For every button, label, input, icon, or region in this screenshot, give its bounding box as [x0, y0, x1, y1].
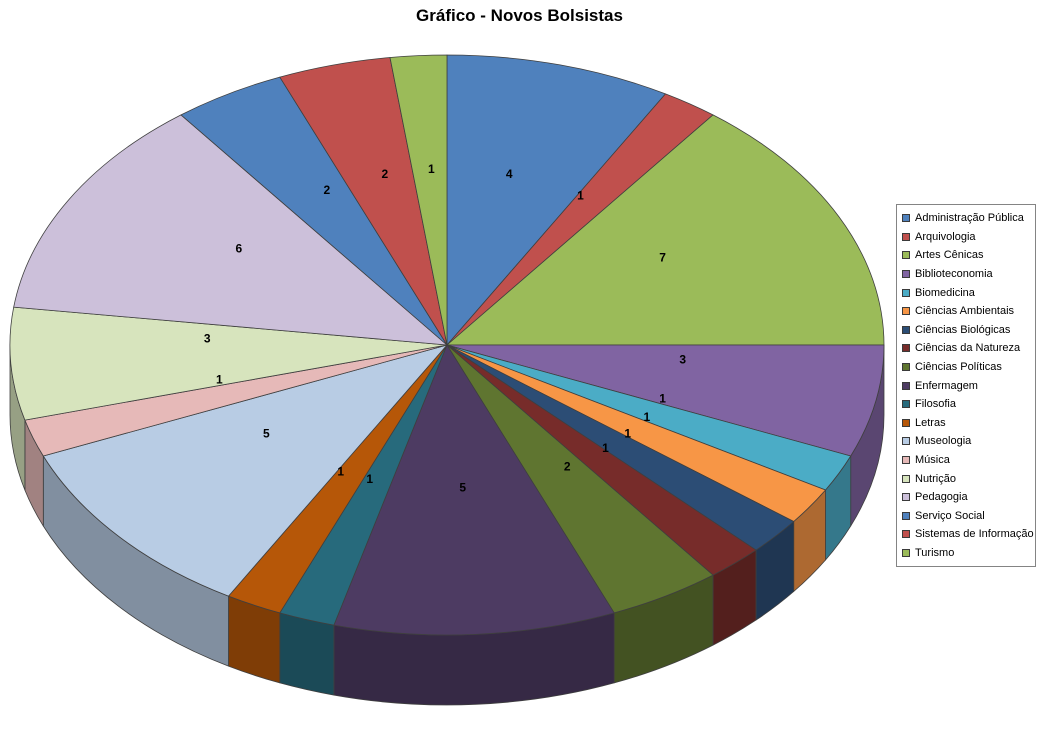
- legend-swatch-icon: [902, 456, 910, 465]
- pie-slice-side-10: [279, 612, 335, 696]
- legend[interactable]: Administração Pública Arquivologia Artes C…: [896, 204, 1036, 568]
- legend-item-7[interactable]: Ciências da Natureza: [902, 339, 1031, 358]
- legend-label: Ciências Biológicas: [915, 323, 1011, 336]
- legend-swatch-icon: [902, 493, 910, 502]
- legend-label: Turismo: [915, 546, 955, 559]
- legend-item-16[interactable]: Serviço Social: [902, 507, 1031, 526]
- data-label-12: 5: [263, 426, 270, 440]
- legend-swatch-icon: [902, 418, 910, 427]
- legend-item-8[interactable]: Ciências Políticas: [902, 358, 1031, 377]
- data-label-16: 2: [323, 183, 330, 197]
- data-label-3: 3: [679, 352, 686, 366]
- data-label-11: 1: [337, 464, 344, 478]
- legend-swatch-icon: [902, 530, 910, 539]
- pie-slice-14[interactable]: [9, 306, 448, 421]
- data-label-6: 1: [624, 426, 631, 440]
- legend-label: Serviço Social: [915, 509, 985, 522]
- legend-swatch-icon: [902, 344, 910, 353]
- legend-label: Arquivologia: [915, 230, 976, 243]
- legend-label: Nutrição: [915, 472, 956, 485]
- pie-slice-12[interactable]: [42, 344, 448, 597]
- data-label-8: 2: [564, 459, 571, 473]
- legend-label: Ciências da Natureza: [915, 342, 1021, 355]
- legend-swatch-icon: [902, 214, 910, 223]
- legend-label: Artes Cênicas: [915, 249, 984, 262]
- legend-label: Música: [915, 454, 950, 467]
- data-label-18: 1: [428, 162, 435, 176]
- legend-swatch-icon: [902, 363, 910, 372]
- legend-item-1[interactable]: Arquivologia: [902, 228, 1031, 247]
- legend-swatch-icon: [902, 511, 910, 520]
- legend-label: Sistemas de Informação: [915, 528, 1034, 541]
- legend-label: Enfermagem: [915, 379, 978, 392]
- pie-slice-9[interactable]: [333, 344, 615, 636]
- legend-item-15[interactable]: Pedagogia: [902, 488, 1031, 507]
- legend-item-14[interactable]: Nutrição: [902, 469, 1031, 488]
- pie-slice-0[interactable]: [446, 54, 666, 346]
- data-label-4: 1: [659, 392, 666, 406]
- legend-label: Administração Pública: [915, 212, 1024, 225]
- data-label-0: 4: [506, 167, 513, 181]
- legend-swatch-icon: [902, 251, 910, 260]
- legend-item-6[interactable]: Ciências Biológicas: [902, 321, 1031, 340]
- legend-swatch-icon: [902, 325, 910, 334]
- legend-item-3[interactable]: Biblioteconomia: [902, 265, 1031, 284]
- legend-swatch-icon: [902, 474, 910, 483]
- legend-item-2[interactable]: Artes Cênicas: [902, 246, 1031, 265]
- legend-item-11[interactable]: Letras: [902, 414, 1031, 433]
- data-label-9: 5: [459, 480, 466, 494]
- data-label-10: 1: [366, 472, 373, 486]
- chart-title[interactable]: Gráfico - Novos Bolsistas: [416, 6, 623, 25]
- data-label-13: 1: [216, 372, 223, 386]
- data-label-1: 1: [577, 189, 584, 203]
- legend-item-12[interactable]: Museologia: [902, 432, 1031, 451]
- legend-swatch-icon: [902, 270, 910, 279]
- legend-item-0[interactable]: Administração Pública: [902, 209, 1031, 228]
- legend-item-13[interactable]: Música: [902, 451, 1031, 470]
- legend-item-10[interactable]: Filosofia: [902, 395, 1031, 414]
- legend-swatch-icon: [902, 381, 910, 390]
- legend-swatch-icon: [902, 437, 910, 446]
- legend-label: Filosofia: [915, 398, 956, 411]
- legend-item-4[interactable]: Biomedicina: [902, 283, 1031, 302]
- data-label-2: 7: [659, 251, 666, 265]
- data-label-14: 3: [204, 332, 211, 346]
- pie-slice-2[interactable]: [446, 114, 885, 346]
- legend-label: Ciências Ambientais: [915, 305, 1015, 318]
- legend-swatch-icon: [902, 400, 910, 409]
- legend-label: Ciências Políticas: [915, 361, 1002, 374]
- data-label-5: 1: [643, 410, 650, 424]
- data-label-7: 1: [602, 441, 609, 455]
- legend-item-17[interactable]: Sistemas de Informação: [902, 525, 1034, 544]
- legend-item-9[interactable]: Enfermagem: [902, 376, 1031, 395]
- legend-swatch-icon: [902, 232, 910, 241]
- legend-swatch-icon: [902, 288, 910, 297]
- pie-slice-3[interactable]: [446, 344, 885, 457]
- legend-swatch-icon: [902, 307, 910, 316]
- pie-slice-15[interactable]: [13, 114, 448, 346]
- pie-slice-18[interactable]: [389, 54, 448, 346]
- legend-item-18[interactable]: Turismo: [902, 544, 1031, 563]
- legend-label: Biblioteconomia: [915, 268, 993, 281]
- legend-label: Museologia: [915, 435, 972, 448]
- legend-label: Biomedicina: [915, 286, 975, 299]
- legend-label: Letras: [915, 416, 946, 429]
- legend-item-5[interactable]: Ciências Ambientais: [902, 302, 1031, 321]
- data-label-15: 6: [236, 241, 243, 255]
- data-label-17: 2: [381, 167, 388, 181]
- legend-label: Pedagogia: [915, 491, 968, 504]
- legend-swatch-icon: [902, 548, 910, 557]
